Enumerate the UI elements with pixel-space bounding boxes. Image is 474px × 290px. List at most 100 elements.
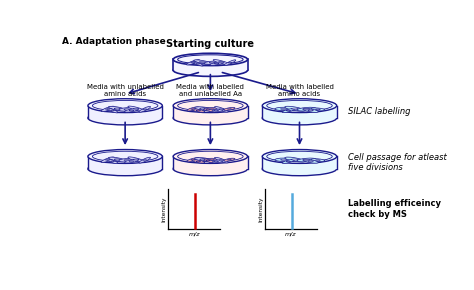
Ellipse shape <box>119 158 135 162</box>
Ellipse shape <box>125 160 138 163</box>
Ellipse shape <box>297 158 316 162</box>
Ellipse shape <box>110 110 114 111</box>
Ellipse shape <box>88 150 162 163</box>
Ellipse shape <box>202 108 213 112</box>
Ellipse shape <box>219 160 224 161</box>
Ellipse shape <box>186 60 200 65</box>
Ellipse shape <box>303 160 310 161</box>
Ellipse shape <box>214 110 219 111</box>
Ellipse shape <box>192 61 203 66</box>
Ellipse shape <box>173 111 247 125</box>
Ellipse shape <box>267 151 332 162</box>
Ellipse shape <box>195 107 210 110</box>
Ellipse shape <box>173 162 247 176</box>
Text: A. Adaptation phase: A. Adaptation phase <box>62 37 165 46</box>
Ellipse shape <box>109 157 126 162</box>
Ellipse shape <box>297 107 316 111</box>
Text: Cell passage for atleast
five divisions: Cell passage for atleast five divisions <box>347 153 447 172</box>
Ellipse shape <box>173 53 247 66</box>
Ellipse shape <box>200 108 205 109</box>
Text: Labelling efficeincy
check by MS: Labelling efficeincy check by MS <box>347 199 440 219</box>
Ellipse shape <box>133 108 139 109</box>
Ellipse shape <box>101 106 114 112</box>
Ellipse shape <box>206 109 210 110</box>
Ellipse shape <box>200 159 205 160</box>
Ellipse shape <box>92 100 158 111</box>
Ellipse shape <box>92 151 158 162</box>
Ellipse shape <box>143 160 147 161</box>
Ellipse shape <box>178 100 243 111</box>
Ellipse shape <box>178 151 243 162</box>
Text: Media with unlabelled
amino acids: Media with unlabelled amino acids <box>87 84 164 97</box>
Polygon shape <box>88 106 162 118</box>
Ellipse shape <box>143 109 147 110</box>
Ellipse shape <box>119 108 135 111</box>
Ellipse shape <box>308 110 313 111</box>
Ellipse shape <box>262 162 337 176</box>
Ellipse shape <box>283 160 294 164</box>
Ellipse shape <box>311 108 325 111</box>
Ellipse shape <box>200 61 206 62</box>
Text: Media with labelled
and unlabelled Aa: Media with labelled and unlabelled Aa <box>176 84 244 97</box>
Ellipse shape <box>187 107 199 111</box>
Ellipse shape <box>209 62 215 63</box>
Ellipse shape <box>285 157 305 162</box>
Ellipse shape <box>191 108 195 109</box>
Ellipse shape <box>88 99 162 113</box>
Ellipse shape <box>291 159 298 160</box>
Ellipse shape <box>105 108 110 109</box>
Ellipse shape <box>192 109 205 112</box>
Ellipse shape <box>224 107 235 110</box>
Ellipse shape <box>224 60 236 66</box>
Ellipse shape <box>228 62 232 63</box>
Ellipse shape <box>139 106 150 112</box>
Ellipse shape <box>214 63 219 64</box>
Ellipse shape <box>262 150 337 163</box>
Ellipse shape <box>262 111 337 125</box>
Ellipse shape <box>213 59 230 65</box>
Ellipse shape <box>204 61 220 64</box>
Polygon shape <box>88 157 162 169</box>
Ellipse shape <box>88 111 162 125</box>
Ellipse shape <box>187 158 199 162</box>
Ellipse shape <box>196 110 201 111</box>
Ellipse shape <box>129 110 134 111</box>
Ellipse shape <box>124 109 129 110</box>
Ellipse shape <box>124 160 129 161</box>
Ellipse shape <box>114 108 120 109</box>
Ellipse shape <box>275 107 292 110</box>
Ellipse shape <box>107 108 118 113</box>
Ellipse shape <box>129 161 134 162</box>
Ellipse shape <box>285 106 305 111</box>
Text: Intensity: Intensity <box>258 196 263 222</box>
Ellipse shape <box>281 159 287 160</box>
Ellipse shape <box>228 159 231 160</box>
Text: Intensity: Intensity <box>161 196 166 222</box>
Ellipse shape <box>110 161 114 162</box>
Ellipse shape <box>219 62 224 63</box>
Ellipse shape <box>133 159 139 160</box>
Ellipse shape <box>114 159 120 160</box>
Ellipse shape <box>128 157 145 162</box>
Ellipse shape <box>275 158 292 162</box>
Ellipse shape <box>125 108 138 112</box>
Text: Media with labelled
amino acids: Media with labelled amino acids <box>265 84 333 97</box>
Ellipse shape <box>173 99 247 113</box>
Polygon shape <box>262 157 337 169</box>
Ellipse shape <box>173 150 247 163</box>
Ellipse shape <box>262 99 337 113</box>
Ellipse shape <box>267 100 332 111</box>
Ellipse shape <box>281 108 287 110</box>
Ellipse shape <box>303 108 310 110</box>
Ellipse shape <box>209 109 223 112</box>
Ellipse shape <box>197 161 199 162</box>
Ellipse shape <box>303 108 319 112</box>
Ellipse shape <box>291 108 298 109</box>
Ellipse shape <box>197 110 199 111</box>
Ellipse shape <box>315 109 320 110</box>
Ellipse shape <box>191 159 195 160</box>
Text: m/z: m/z <box>188 232 200 237</box>
Ellipse shape <box>311 159 325 162</box>
Ellipse shape <box>286 110 291 111</box>
Ellipse shape <box>219 109 224 110</box>
